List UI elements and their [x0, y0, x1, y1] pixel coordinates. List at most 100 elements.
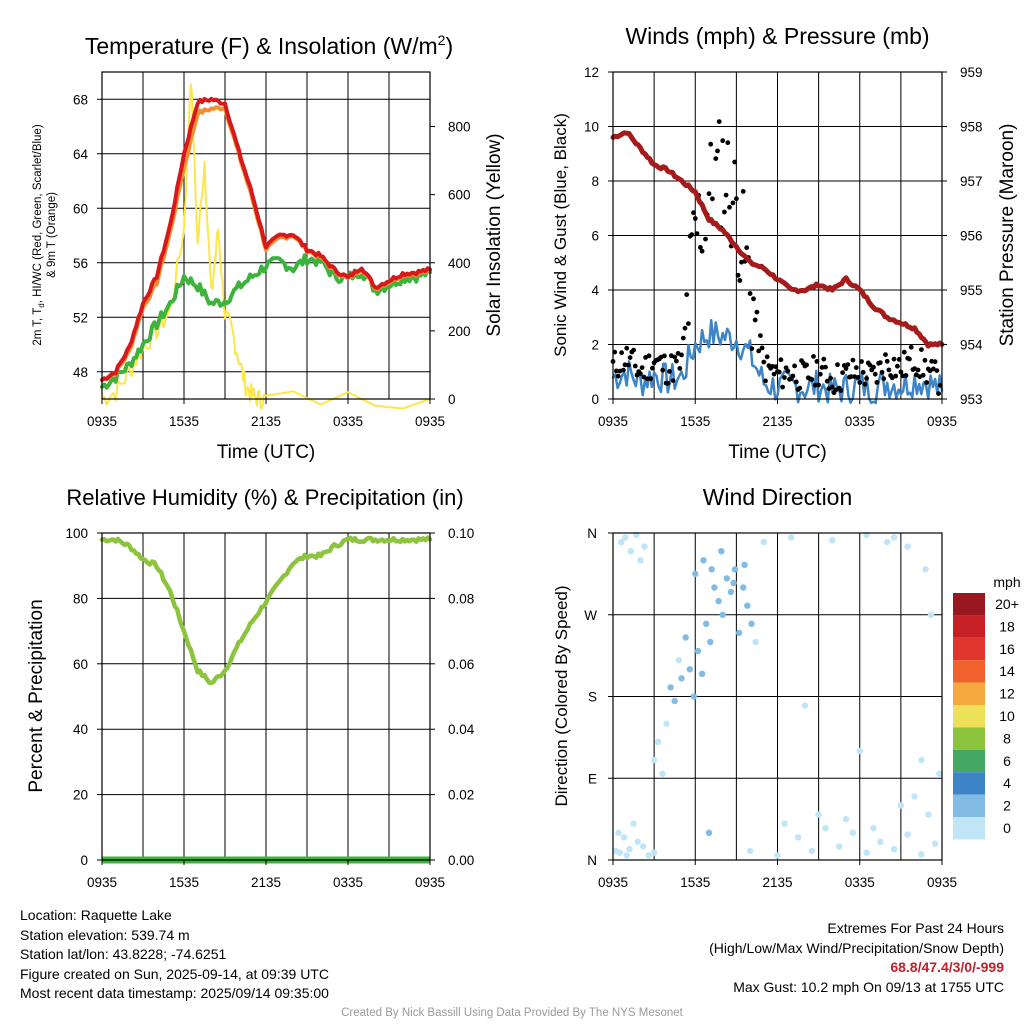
gust-point	[809, 377, 815, 382]
rh-y2-tick-label: 0.00	[448, 853, 474, 868]
rh-y2-tick-label: 0.04	[448, 722, 475, 737]
gust-point	[699, 248, 705, 254]
gust-point	[730, 200, 736, 206]
gust-point	[624, 345, 630, 351]
direction-point	[615, 829, 622, 836]
gust-point	[727, 204, 732, 210]
gust-point	[644, 376, 650, 382]
gust-point	[934, 368, 940, 373]
direction-point	[904, 831, 911, 838]
temp-ylabel-part: , HI/WC (Red, Green, Scarlet/Blue)	[32, 124, 44, 303]
colorbar-swatch	[953, 593, 985, 616]
direction-point	[922, 566, 929, 573]
gust-point	[744, 245, 750, 251]
direction-point	[700, 557, 707, 564]
direction-point	[918, 756, 925, 764]
colorbar-label: 10	[999, 708, 1015, 724]
gust-point	[824, 378, 830, 384]
colorbar-label: 2	[1003, 798, 1011, 814]
credit-line: Created By Nick Bassill Using Data Provi…	[341, 1007, 683, 1019]
gust-point	[855, 375, 861, 380]
gust-point	[716, 119, 722, 124]
temp-y2-tick-label: 600	[448, 188, 471, 203]
wind-y-tick-label: 8	[591, 174, 599, 189]
temp-x-axis-label: Time (UTC)	[217, 442, 316, 463]
direction-point	[723, 575, 730, 582]
gust-point	[686, 321, 691, 326]
gust-point	[713, 156, 719, 162]
direction-point	[815, 811, 822, 818]
colorbar-swatch	[953, 660, 985, 683]
direction-point	[641, 543, 648, 550]
station-location: Location: Raquette Lake	[20, 907, 172, 923]
gust-point	[915, 367, 921, 373]
rh-y-tick-label: 0	[80, 853, 88, 868]
gust-point	[638, 371, 643, 376]
direction-point	[630, 820, 637, 827]
gust-point	[908, 344, 914, 350]
gust-point	[619, 350, 624, 356]
direction-point	[927, 611, 935, 618]
temp-x-tick-label: 0335	[333, 414, 363, 429]
gust-point	[632, 363, 638, 369]
rh-x-tick-label: 0935	[87, 875, 117, 890]
direction-point	[741, 561, 748, 568]
direction-point	[731, 566, 739, 573]
wind-y-tick-label: 12	[584, 65, 599, 80]
wdir-y-tick-label: W	[584, 608, 597, 623]
direction-point	[760, 538, 767, 546]
wdir-y-tick-label: N	[587, 526, 597, 541]
temp-y-tick-label: 52	[73, 310, 88, 325]
direction-point	[897, 802, 905, 809]
gust-point	[615, 373, 621, 379]
direction-point	[678, 675, 685, 682]
direction-point	[836, 843, 843, 850]
wind-y2-tick-label: 955	[960, 283, 983, 298]
wind-x-tick-label: 1535	[680, 414, 710, 429]
colorbar-swatch	[953, 705, 985, 728]
wind-y-tick-label: 2	[591, 338, 599, 353]
gust-point	[838, 388, 844, 393]
temp-y-axis-label: 2m T, Td, HI/WC (Red, Green, Scarlet/Blu…	[32, 124, 46, 345]
direction-point	[637, 557, 644, 564]
gust-point	[883, 352, 888, 357]
station-info: Location: Raquette Lake Station elevatio…	[20, 906, 329, 1004]
gust-point	[907, 356, 912, 362]
gust-point	[722, 209, 727, 215]
colorbar-swatch	[953, 749, 985, 773]
gust-point	[734, 196, 739, 202]
gust-point	[881, 376, 887, 382]
wind-y-axis-label: Sonic Wind & Gust (Blue, Black)	[551, 113, 570, 357]
gust-point	[776, 369, 782, 375]
temp-y-tick-label: 56	[73, 256, 88, 271]
colorbar-swatch	[953, 727, 985, 750]
gust-point	[790, 373, 796, 379]
temp-x-tick-label: 2135	[251, 414, 281, 429]
colorbar-swatch	[953, 637, 985, 661]
gust-point	[785, 368, 791, 374]
direction-point	[690, 693, 698, 700]
temp-title-text: Temperature (F) & Insolation (W/m	[85, 33, 438, 59]
direction-point	[667, 684, 674, 691]
gust-point	[895, 363, 900, 369]
colorbar-swatch	[953, 615, 985, 638]
gust-point	[898, 369, 904, 375]
wind-y-tick-label: 6	[591, 229, 599, 244]
gust-point	[919, 347, 924, 352]
insolation-series-line	[101, 83, 431, 410]
gust-point	[627, 355, 633, 360]
gust-point	[816, 382, 821, 388]
gust-point	[752, 317, 758, 323]
gust-point	[665, 380, 671, 386]
direction-point	[735, 629, 743, 637]
gust-point	[874, 380, 880, 385]
direction-point	[686, 666, 693, 673]
gust-point	[922, 357, 928, 363]
rh-y-tick-label: 40	[73, 722, 88, 737]
gust-point	[684, 292, 690, 297]
direction-point	[682, 634, 689, 641]
direction-point	[707, 638, 714, 646]
gust-point	[667, 369, 672, 374]
direction-point	[931, 840, 939, 847]
